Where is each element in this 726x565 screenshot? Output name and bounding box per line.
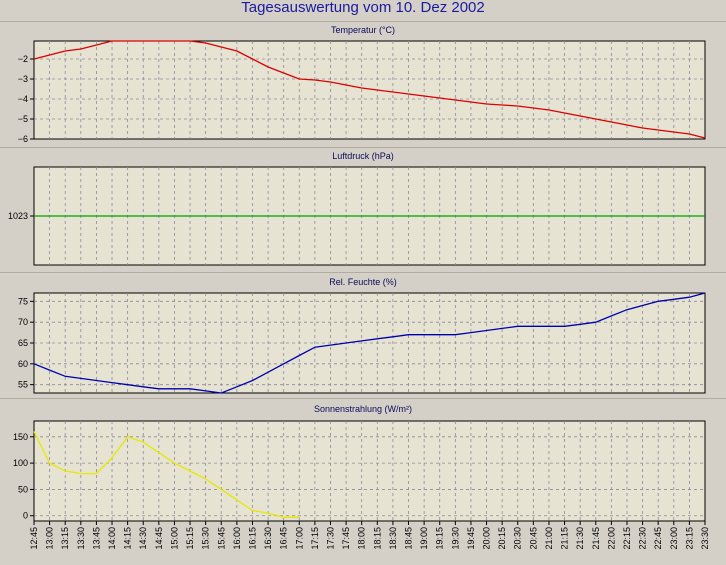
- humidity-y-tick-label: 65: [18, 338, 28, 348]
- x-tick-label: 22:15: [622, 527, 632, 550]
- x-tick-label: 16:30: [263, 527, 273, 550]
- x-tick-label: 14:30: [138, 527, 148, 550]
- x-tick-label: 16:45: [279, 527, 289, 550]
- x-tick-label: 14:15: [123, 527, 133, 550]
- temperature-y-tick-label: −6: [18, 134, 28, 144]
- humidity-y-tick-label: 60: [18, 359, 28, 369]
- x-tick-label: 18:30: [388, 527, 398, 550]
- temperature-plot-area: [33, 40, 706, 140]
- x-tick-label: 19:30: [450, 527, 460, 550]
- x-tick-label: 13:15: [60, 527, 70, 550]
- temperature-y-tick-label: −5: [18, 114, 28, 124]
- x-tick-label: 14:00: [107, 527, 117, 550]
- temperature-y-tick-label: −2: [18, 54, 28, 64]
- x-tick-label: 15:00: [169, 527, 179, 550]
- humidity-y-tick-label: 55: [18, 380, 28, 390]
- x-tick-label: 19:15: [435, 527, 445, 550]
- x-tick-label: 20:30: [513, 527, 523, 550]
- x-tick-label: 13:45: [91, 527, 101, 550]
- radiation-plot-area: [33, 420, 706, 522]
- humidity-y-tick-label: 70: [18, 317, 28, 327]
- x-tick-label: 14:45: [154, 527, 164, 550]
- x-tick-label: 21:45: [591, 527, 601, 550]
- x-tick-label: 23:15: [684, 527, 694, 550]
- x-tick-label: 20:45: [528, 527, 538, 550]
- x-tick-label: 19:45: [466, 527, 476, 550]
- x-tick-label: 21:30: [575, 527, 585, 550]
- x-tick-label: 18:00: [357, 527, 367, 550]
- x-tick-label: 15:15: [185, 527, 195, 550]
- radiation-y-tick-label: 50: [18, 484, 28, 494]
- page-title: Tagesauswertung vom 10. Dez 2002: [241, 0, 485, 16]
- temperature-y-tick-label: −3: [18, 74, 28, 84]
- x-tick-label: 18:45: [404, 527, 414, 550]
- pressure-title: Luftdruck (hPa): [332, 151, 394, 161]
- x-tick-label: 12:45: [29, 527, 39, 550]
- temperature-series-line: [33, 40, 706, 139]
- humidity-series-line: [33, 292, 706, 394]
- x-tick-label: 22:00: [606, 527, 616, 550]
- x-tick-label: 16:00: [232, 527, 242, 550]
- radiation-y-tick-label: 100: [13, 458, 28, 468]
- x-tick-label: 13:30: [76, 527, 86, 550]
- radiation-title: Sonnenstrahlung (W/m²): [313, 404, 413, 414]
- x-tick-label: 17:15: [310, 527, 320, 550]
- x-tick-label: 20:15: [497, 527, 507, 550]
- radiation-series-line: [33, 431, 300, 518]
- x-tick-label: 18:15: [372, 527, 382, 550]
- x-tick-label: 17:30: [325, 527, 335, 550]
- x-tick-label: 21:15: [560, 527, 570, 550]
- pressure-y-tick-label: 1023: [8, 211, 28, 221]
- x-tick-label: 17:45: [341, 527, 351, 550]
- x-tick-label: 21:00: [544, 527, 554, 550]
- humidity-title: Rel. Feuchte (%): [329, 277, 397, 287]
- radiation-y-tick-label: 0: [23, 511, 28, 521]
- x-tick-label: 20:00: [482, 527, 492, 550]
- x-tick-label: 23:00: [669, 527, 679, 550]
- x-tick-label: 16:15: [247, 527, 257, 550]
- humidity-y-tick-label: 75: [18, 296, 28, 306]
- x-tick-label: 22:30: [638, 527, 648, 550]
- x-tick-label: 19:00: [419, 527, 429, 550]
- x-tick-label: 22:45: [653, 527, 663, 550]
- x-tick-label: 23:30: [700, 527, 710, 550]
- temperature-y-tick-label: −4: [18, 94, 28, 104]
- radiation-y-tick-label: 150: [13, 432, 28, 442]
- x-tick-label: 15:45: [216, 527, 226, 550]
- radiation-panel: [0, 398, 726, 565]
- temperature-title: Temperatur (°C): [330, 25, 396, 35]
- x-tick-label: 13:00: [45, 527, 55, 550]
- x-tick-label: 15:30: [201, 527, 211, 550]
- x-tick-label: 17:00: [294, 527, 304, 550]
